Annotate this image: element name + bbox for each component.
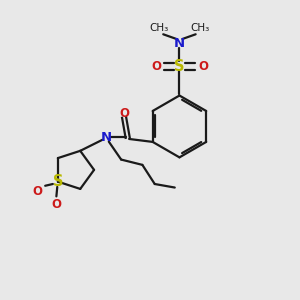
Text: S: S xyxy=(174,58,185,74)
Text: O: O xyxy=(119,106,129,119)
Text: N: N xyxy=(101,131,112,144)
Text: O: O xyxy=(151,60,161,73)
Text: CH₃: CH₃ xyxy=(190,23,210,33)
Text: CH₃: CH₃ xyxy=(149,23,169,33)
Text: N: N xyxy=(174,37,185,50)
Text: O: O xyxy=(51,198,62,211)
Text: O: O xyxy=(32,184,42,198)
Text: O: O xyxy=(198,60,208,73)
Text: S: S xyxy=(52,174,63,189)
